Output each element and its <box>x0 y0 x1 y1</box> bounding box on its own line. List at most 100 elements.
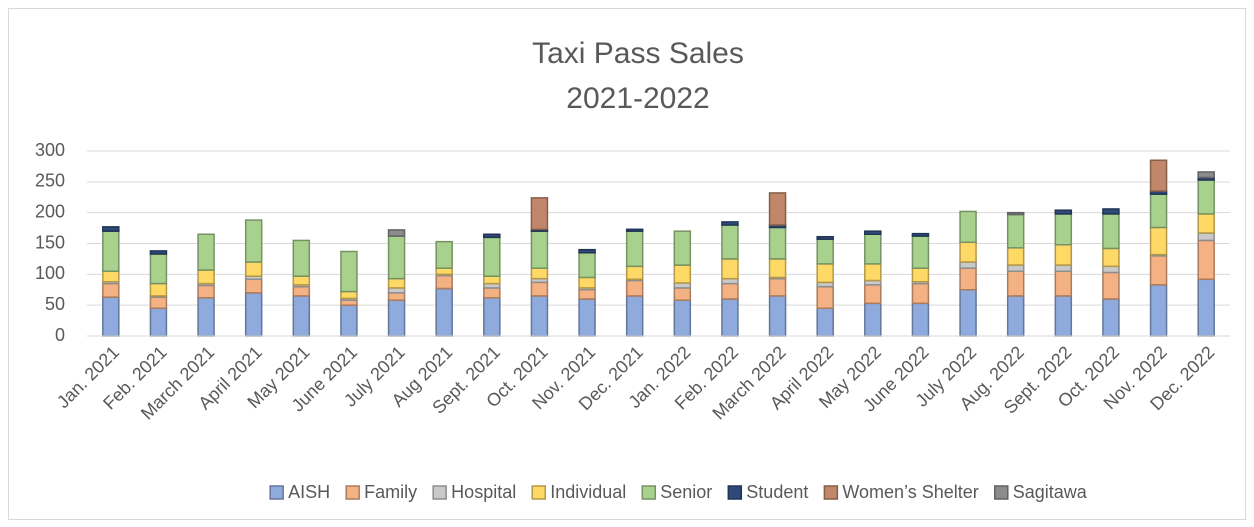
bar-segment <box>387 299 406 337</box>
bar-segment <box>102 282 120 298</box>
bar-segment <box>625 279 644 297</box>
bar-segment <box>1197 213 1215 234</box>
bar-segment <box>387 235 406 280</box>
bar-segment <box>149 307 168 337</box>
bar-segment <box>1149 226 1168 256</box>
bar-segment <box>768 277 787 297</box>
bar-segment <box>1102 265 1120 274</box>
legend-swatch <box>269 485 284 500</box>
bar-segment <box>959 210 977 244</box>
bar-segment <box>244 261 263 277</box>
bar-segment <box>1197 179 1215 215</box>
bar-segment <box>1197 239 1215 281</box>
bar-segment <box>864 263 882 282</box>
bar-segment <box>1054 270 1073 297</box>
bar-segment <box>768 192 787 226</box>
bar-segment <box>102 230 120 273</box>
legend-label: Individual <box>550 482 626 502</box>
bar-segment <box>340 304 358 337</box>
bar-segment <box>197 269 215 285</box>
bar-segment <box>197 284 215 299</box>
bar-segment <box>1102 213 1120 250</box>
legend-swatch <box>994 485 1009 500</box>
bar-segment <box>959 267 977 291</box>
bar-segment <box>625 265 644 281</box>
legend-swatch <box>727 485 743 500</box>
bar-segment <box>673 230 692 266</box>
bar-segment <box>530 295 549 337</box>
bar-segment <box>1197 232 1215 242</box>
bar-segment <box>1054 213 1073 246</box>
y-tick-label: 300 <box>35 140 65 160</box>
bar-segment <box>721 224 739 260</box>
bar-segment <box>530 230 549 269</box>
bar-segment <box>292 285 311 297</box>
bar-segment <box>1197 171 1215 179</box>
bar-segment <box>197 233 215 271</box>
bar-segment <box>1149 159 1168 192</box>
bar-segment <box>387 292 406 301</box>
bar-segment <box>768 226 787 260</box>
bar-segment <box>1054 295 1073 337</box>
bar-segment <box>244 219 263 263</box>
bar-segment <box>435 274 453 290</box>
bar-segment <box>911 267 930 283</box>
chart-subtitle: 2021-2022 <box>566 82 709 115</box>
bar-segment <box>435 240 453 269</box>
bar-segment <box>483 287 501 299</box>
bar-segment <box>625 230 644 268</box>
legend-swatch <box>823 485 839 500</box>
bar-segment <box>102 296 120 337</box>
bar-segment <box>1054 264 1073 273</box>
bar-segment <box>483 233 501 239</box>
bar-segment <box>102 226 120 232</box>
bar-segment <box>149 250 168 255</box>
legend-swatch <box>345 485 360 500</box>
legend-label: Hospital <box>451 482 516 502</box>
bar-segment <box>768 258 787 279</box>
bar-segment <box>1149 255 1168 286</box>
y-tick-label: 150 <box>35 232 65 252</box>
bar-segment <box>911 235 930 269</box>
bar-segment <box>149 296 168 309</box>
bar-segment <box>292 275 311 286</box>
bar-segment <box>625 228 644 232</box>
bar-segment <box>816 238 834 265</box>
bar-segment <box>816 263 834 284</box>
bar-segment <box>816 307 834 337</box>
legend: AISH Family Hospital Individual Senior Studen… <box>269 482 1088 502</box>
bar-segment <box>816 235 834 240</box>
y-tick-label: 50 <box>45 294 65 314</box>
bar-segment <box>768 295 787 337</box>
legend-label: Senior <box>660 482 712 502</box>
bar-segment <box>1006 247 1025 266</box>
y-tick-label: 250 <box>35 171 65 191</box>
bar-segment <box>1006 211 1025 216</box>
bar-segment <box>1054 243 1073 266</box>
legend-label: Family <box>364 482 417 502</box>
bar-segment <box>435 267 453 276</box>
bar-segment <box>149 282 168 297</box>
bar-segment <box>292 295 311 337</box>
y-tick-label: 0 <box>55 325 65 345</box>
bar-segment <box>197 297 215 337</box>
bar-segment <box>673 287 692 301</box>
bar-segment <box>149 253 168 285</box>
bar-segment <box>578 252 596 279</box>
bar-segment <box>673 264 692 284</box>
bar-segment <box>387 229 406 237</box>
bar-segment <box>864 233 882 265</box>
bar-segment <box>102 270 120 283</box>
bar-segment <box>578 298 596 337</box>
bar-segment <box>483 297 501 337</box>
bar-segment <box>911 282 930 305</box>
bar-segment <box>959 241 977 263</box>
legend-label: Sagitawa <box>1013 482 1088 502</box>
bar-segment <box>721 282 739 300</box>
bar-segment <box>959 289 977 337</box>
bar-segment <box>530 267 549 280</box>
bar-segment <box>1197 278 1215 337</box>
legend-swatch <box>641 485 657 500</box>
bar-segment <box>1102 298 1120 337</box>
